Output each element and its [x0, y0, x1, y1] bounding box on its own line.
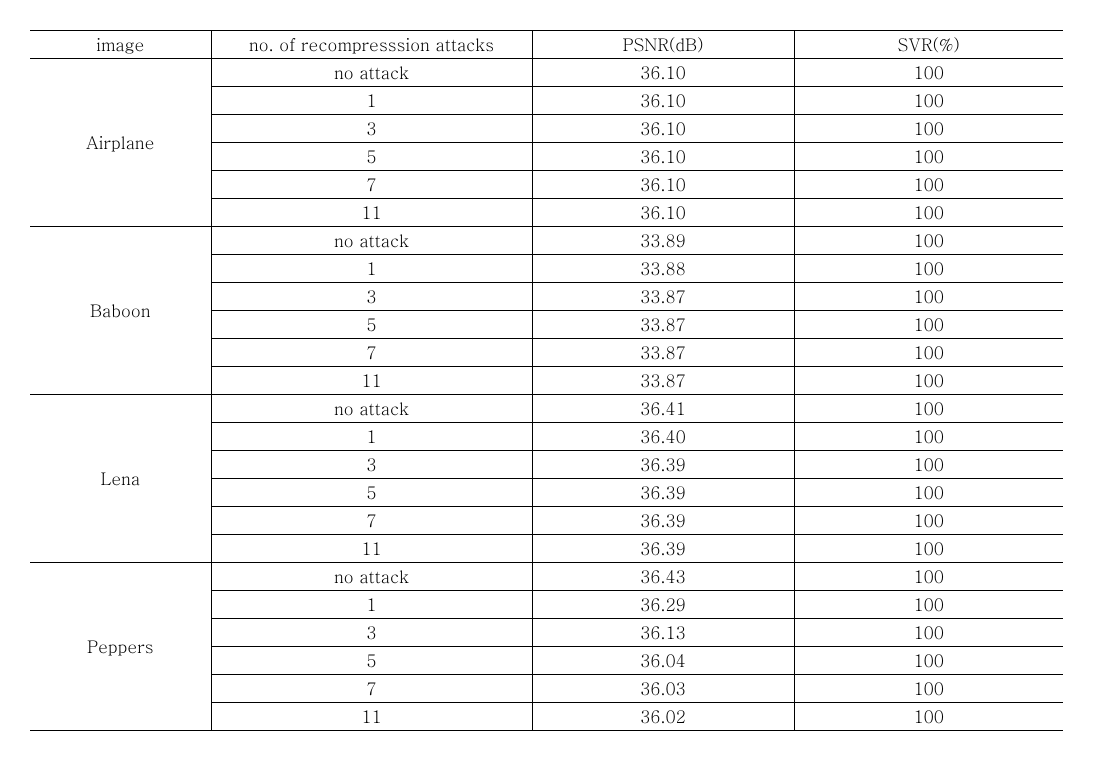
cell-psnr: 36.03 [532, 675, 794, 703]
cell-attacks: no attack [211, 227, 532, 255]
cell-psnr: 36.13 [532, 619, 794, 647]
table-row: Peppersno attack36.43100 [30, 563, 1063, 591]
cell-psnr: 36.10 [532, 115, 794, 143]
cell-attacks: 1 [211, 591, 532, 619]
cell-svr: 100 [794, 339, 1063, 367]
cell-attacks: 1 [211, 255, 532, 283]
cell-svr: 100 [794, 591, 1063, 619]
header-psnr: PSNR(dB) [532, 31, 794, 59]
cell-svr: 100 [794, 619, 1063, 647]
cell-psnr: 36.10 [532, 171, 794, 199]
cell-attacks: 11 [211, 367, 532, 395]
cell-attacks: 11 [211, 199, 532, 227]
cell-attacks: 3 [211, 451, 532, 479]
cell-svr: 100 [794, 479, 1063, 507]
cell-attacks: 11 [211, 703, 532, 731]
cell-psnr: 36.10 [532, 143, 794, 171]
cell-psnr: 36.02 [532, 703, 794, 731]
cell-attacks: 3 [211, 283, 532, 311]
table-header-row: image no. of recompresssion attacks PSNR… [30, 31, 1063, 59]
cell-attacks: no attack [211, 395, 532, 423]
cell-attacks: 11 [211, 535, 532, 563]
cell-svr: 100 [794, 563, 1063, 591]
cell-psnr: 36.29 [532, 591, 794, 619]
cell-svr: 100 [794, 227, 1063, 255]
header-svr: SVR(%) [794, 31, 1063, 59]
cell-svr: 100 [794, 675, 1063, 703]
cell-image: Peppers [30, 563, 211, 731]
cell-psnr: 36.39 [532, 507, 794, 535]
cell-svr: 100 [794, 171, 1063, 199]
cell-psnr: 36.43 [532, 563, 794, 591]
results-table: image no. of recompresssion attacks PSNR… [30, 30, 1063, 731]
cell-attacks: no attack [211, 59, 532, 87]
table-row: Baboonno attack33.89100 [30, 227, 1063, 255]
table-row: Airplaneno attack36.10100 [30, 59, 1063, 87]
cell-psnr: 33.87 [532, 339, 794, 367]
cell-attacks: 5 [211, 143, 532, 171]
cell-attacks: 1 [211, 87, 532, 115]
cell-psnr: 33.88 [532, 255, 794, 283]
cell-psnr: 36.41 [532, 395, 794, 423]
cell-attacks: 7 [211, 339, 532, 367]
cell-attacks: 5 [211, 479, 532, 507]
cell-svr: 100 [794, 255, 1063, 283]
cell-psnr: 33.89 [532, 227, 794, 255]
cell-psnr: 36.39 [532, 451, 794, 479]
cell-psnr: 33.87 [532, 311, 794, 339]
header-attacks: no. of recompresssion attacks [211, 31, 532, 59]
cell-attacks: 5 [211, 647, 532, 675]
cell-svr: 100 [794, 311, 1063, 339]
cell-psnr: 36.39 [532, 535, 794, 563]
table-body: Airplaneno attack36.10100136.10100336.10… [30, 59, 1063, 731]
cell-psnr: 36.10 [532, 199, 794, 227]
cell-svr: 100 [794, 535, 1063, 563]
cell-svr: 100 [794, 115, 1063, 143]
table-row: Lenano attack36.41100 [30, 395, 1063, 423]
cell-svr: 100 [794, 199, 1063, 227]
cell-svr: 100 [794, 283, 1063, 311]
cell-attacks: 3 [211, 115, 532, 143]
cell-attacks: 1 [211, 423, 532, 451]
cell-attacks: 3 [211, 619, 532, 647]
cell-svr: 100 [794, 59, 1063, 87]
cell-svr: 100 [794, 703, 1063, 731]
cell-image: Lena [30, 395, 211, 563]
cell-attacks: 7 [211, 675, 532, 703]
cell-attacks: no attack [211, 563, 532, 591]
cell-svr: 100 [794, 87, 1063, 115]
cell-svr: 100 [794, 507, 1063, 535]
cell-svr: 100 [794, 395, 1063, 423]
header-image: image [30, 31, 211, 59]
cell-psnr: 36.10 [532, 87, 794, 115]
cell-svr: 100 [794, 367, 1063, 395]
cell-attacks: 7 [211, 171, 532, 199]
cell-psnr: 36.40 [532, 423, 794, 451]
cell-image: Airplane [30, 59, 211, 227]
cell-psnr: 33.87 [532, 283, 794, 311]
cell-svr: 100 [794, 423, 1063, 451]
cell-svr: 100 [794, 451, 1063, 479]
cell-svr: 100 [794, 143, 1063, 171]
cell-svr: 100 [794, 647, 1063, 675]
cell-psnr: 36.10 [532, 59, 794, 87]
cell-attacks: 5 [211, 311, 532, 339]
cell-psnr: 36.04 [532, 647, 794, 675]
cell-attacks: 7 [211, 507, 532, 535]
cell-psnr: 33.87 [532, 367, 794, 395]
cell-psnr: 36.39 [532, 479, 794, 507]
cell-image: Baboon [30, 227, 211, 395]
